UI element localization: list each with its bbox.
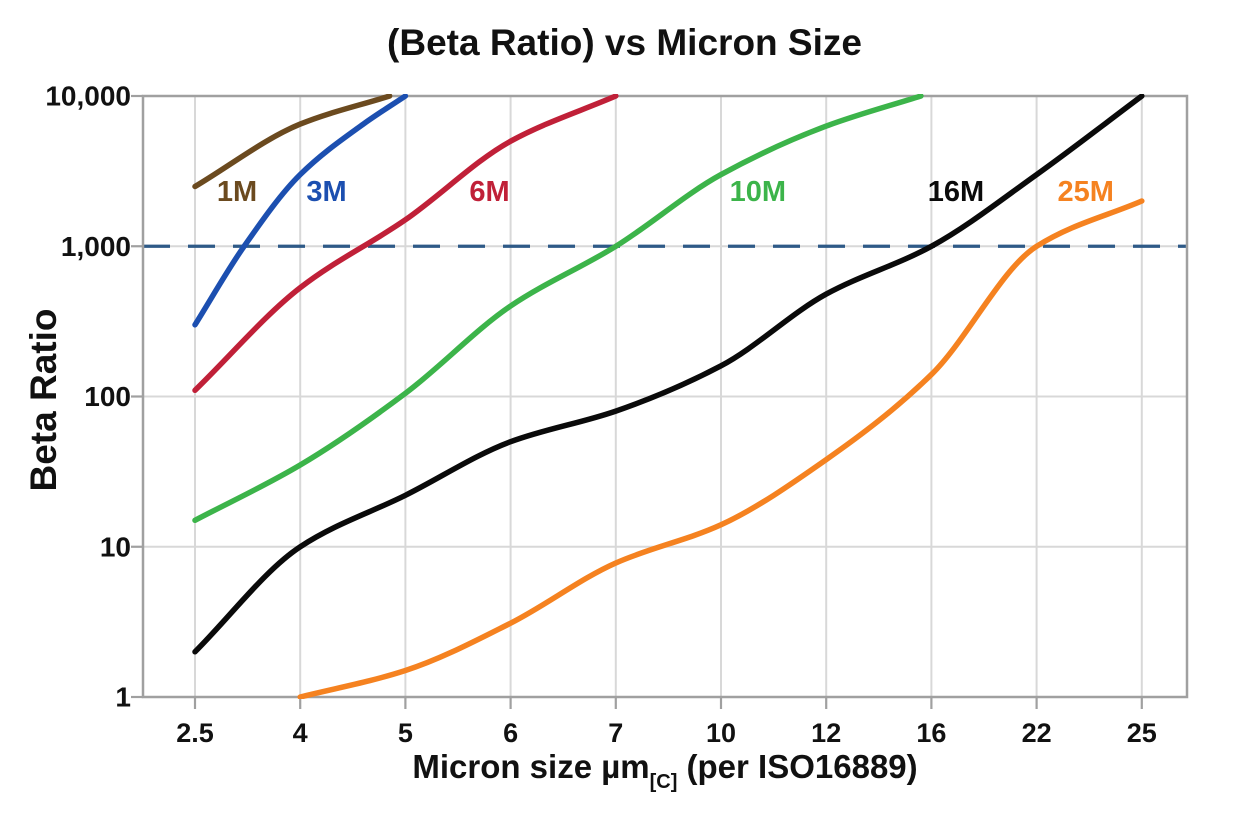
- curve-16M: [192, 94, 1145, 655]
- x-axis-title: Micron size µm[C] (per ISO16889): [143, 748, 1187, 793]
- x-tick-label: 7: [608, 718, 623, 748]
- x-tick-label: 6: [503, 718, 518, 748]
- x-tick-label: 2.5: [176, 718, 214, 748]
- curve-6M: [192, 94, 619, 394]
- curve-label-3M: 3M: [306, 176, 346, 208]
- curve-25M: [297, 198, 1145, 699]
- x-tick-label: 12: [811, 718, 841, 748]
- x-tick-label: 4: [293, 718, 308, 748]
- curve-label-1M: 1M: [217, 176, 257, 208]
- x-tick-label: 5: [398, 718, 413, 748]
- x-tick-label: 10: [706, 718, 736, 748]
- y-tick-label: 10,000: [45, 81, 131, 112]
- x-axis-title-suffix: (per ISO16889): [677, 748, 918, 785]
- x-axis-title-subscript: [C]: [649, 771, 678, 793]
- x-tick-label: 16: [916, 718, 946, 748]
- curve-label-10M: 10M: [730, 176, 786, 208]
- curve-label-6M: 6M: [469, 176, 509, 208]
- y-tick-label: 1,000: [61, 231, 131, 262]
- x-tick-label: 25: [1127, 718, 1157, 748]
- x-tick-label: 22: [1022, 718, 1052, 748]
- curve-3M: [192, 94, 409, 328]
- y-tick-label: 100: [84, 381, 131, 412]
- curve-label-25M: 25M: [1057, 176, 1113, 208]
- y-tick-label: 10: [100, 531, 131, 562]
- curve-10M: [192, 94, 924, 524]
- curve-label-16M: 16M: [928, 176, 984, 208]
- curve-1M: [192, 94, 393, 190]
- x-axis-title-text: Micron size µm: [412, 748, 650, 785]
- y-tick-label: 1: [115, 682, 131, 713]
- chart-title: (Beta Ratio) vs Micron Size: [387, 22, 862, 63]
